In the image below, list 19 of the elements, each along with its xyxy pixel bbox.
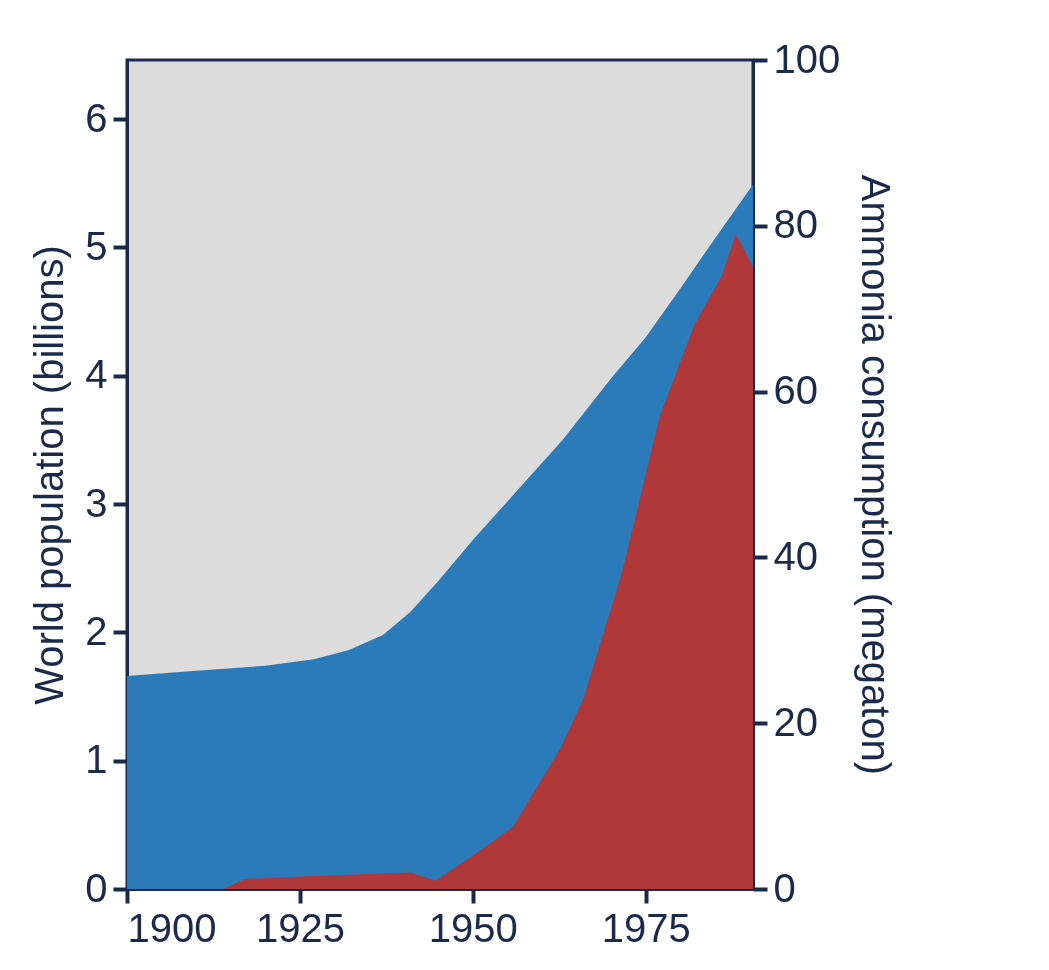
y-tick-label: 0 <box>85 865 108 910</box>
y-tick-label: 6 <box>85 95 108 140</box>
y2-axis-title: Ammonia consumption (megaton) <box>854 174 899 776</box>
y2-tick-label: 100 <box>773 36 841 81</box>
y-tick-label: 2 <box>85 608 108 653</box>
y-axis-title: World population (billions) <box>27 245 72 705</box>
y-tick-label: 4 <box>85 352 108 397</box>
x-tick-label: 1975 <box>601 905 691 950</box>
x-tick-label: 1950 <box>428 905 518 950</box>
x-tick-label: 1925 <box>255 905 345 950</box>
y-tick-label: 5 <box>85 223 108 268</box>
y-tick-label: 3 <box>85 480 108 525</box>
y2-tick-label: 0 <box>773 865 796 910</box>
x-tick-label: 1900 <box>127 905 217 950</box>
y2-tick-label: 40 <box>773 533 818 578</box>
y2-tick-label: 20 <box>773 699 818 744</box>
y2-tick-label: 80 <box>773 202 818 247</box>
y2-tick-label: 60 <box>773 368 818 413</box>
y-tick-label: 1 <box>85 737 108 782</box>
